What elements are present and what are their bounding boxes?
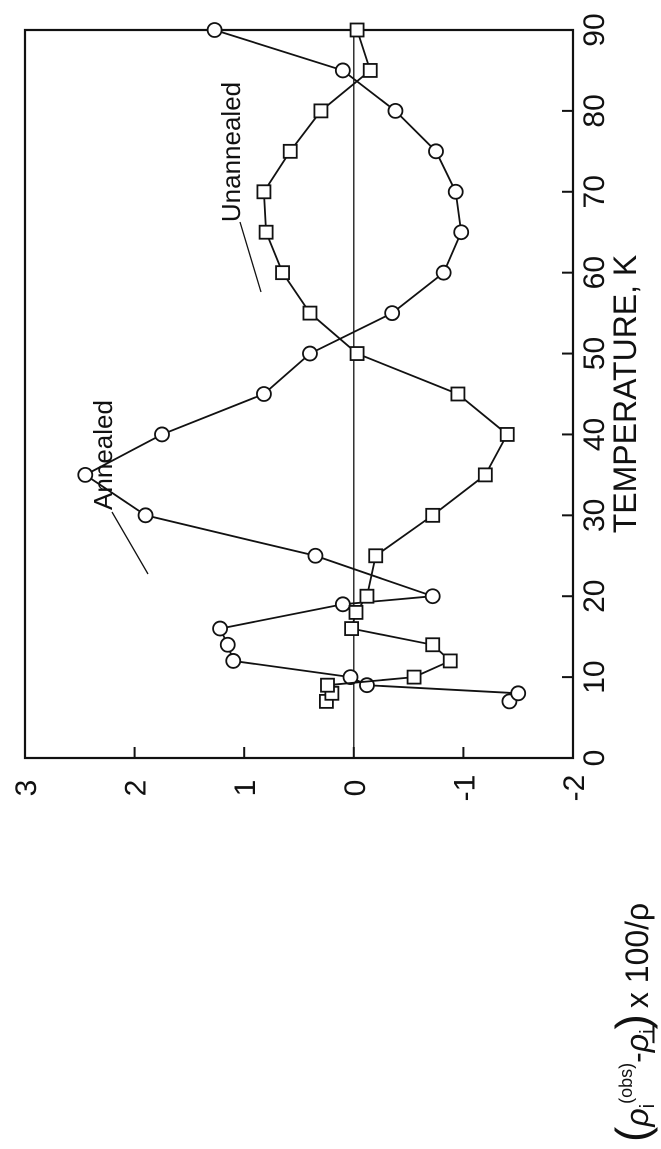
x-tick-label: 30 bbox=[578, 499, 611, 532]
data-point-annealed bbox=[510, 685, 527, 702]
x-tick-label: 0 bbox=[578, 750, 611, 767]
y-axis-title-open-paren: ( bbox=[606, 1126, 658, 1142]
annotation-layer: Annealed Unannealed bbox=[88, 82, 262, 575]
data-point-annealed bbox=[424, 588, 441, 605]
data-point-unannealed bbox=[349, 22, 365, 38]
data-point-annealed bbox=[256, 386, 272, 402]
y-tick-label: 2 bbox=[120, 780, 153, 797]
data-point-unannealed bbox=[442, 653, 458, 669]
x-tick-label: 40 bbox=[578, 418, 611, 451]
data-point-unannealed bbox=[348, 605, 364, 620]
data-point-unannealed bbox=[349, 346, 365, 361]
data-point-unannealed bbox=[450, 386, 466, 402]
data-point-unannealed bbox=[302, 305, 318, 321]
data-point-annealed bbox=[206, 22, 223, 38]
y-axis-title-minus: - bbox=[619, 1052, 655, 1063]
annotation-label-annealed: Annealed bbox=[88, 400, 118, 510]
y-axis-title-sup-obs: (obs) bbox=[616, 1063, 636, 1104]
y-axis-title-sub-i-2: i bbox=[637, 1029, 659, 1033]
plot-frame bbox=[23, 28, 575, 760]
x-tick-label: 20 bbox=[578, 580, 611, 613]
x-tick-label: 10 bbox=[578, 660, 611, 693]
data-point-unannealed bbox=[362, 63, 378, 78]
y-axis-title-close-paren: ) bbox=[606, 1014, 658, 1029]
data-point-annealed bbox=[428, 143, 444, 160]
data-point-unannealed bbox=[477, 467, 493, 483]
axis-ticks bbox=[24, 29, 574, 759]
data-point-annealed bbox=[453, 224, 470, 241]
data-point-unannealed bbox=[368, 548, 384, 564]
data-point-unannealed bbox=[275, 265, 290, 281]
data-point-unannealed bbox=[425, 507, 441, 523]
y-tick-label: -2 bbox=[558, 775, 591, 802]
data-point-annealed bbox=[154, 426, 170, 443]
data-point-annealed bbox=[334, 62, 351, 79]
annotation-leader-annealed bbox=[111, 511, 149, 575]
data-point-annealed bbox=[387, 102, 404, 119]
data-point-annealed bbox=[302, 345, 318, 362]
data-point-unannealed bbox=[258, 224, 274, 240]
data-point-unannealed bbox=[344, 621, 360, 636]
data-point-unannealed bbox=[282, 143, 298, 159]
y-tick-label: 3 bbox=[10, 780, 43, 797]
x-tick-label: 80 bbox=[578, 94, 611, 127]
data-point-unannealed bbox=[406, 669, 422, 685]
series-unannealed bbox=[256, 22, 515, 709]
data-point-unannealed bbox=[425, 637, 441, 653]
x-tick-label: 90 bbox=[578, 13, 611, 46]
data-point-annealed bbox=[225, 653, 242, 669]
y-axis-title-tail: x 100/ρ bbox=[619, 903, 655, 1008]
data-point-annealed bbox=[342, 669, 359, 686]
data-point-unannealed bbox=[256, 184, 272, 200]
y-axis-title-rho: ρ bbox=[619, 1108, 655, 1127]
y-tick-label: -1 bbox=[448, 775, 481, 802]
x-tick-label: 50 bbox=[578, 337, 611, 370]
data-point-annealed bbox=[334, 596, 351, 613]
data-point-annealed bbox=[77, 466, 94, 483]
series-layer bbox=[77, 22, 527, 710]
data-point-annealed bbox=[435, 264, 452, 281]
annotation-leader-unannealed bbox=[239, 221, 262, 293]
y-axis-title: (ρi(obs)-ρ̲i)x 100/ρ bbox=[606, 903, 659, 1142]
x-tick-label: 60 bbox=[578, 256, 611, 289]
data-point-unannealed bbox=[313, 103, 329, 119]
data-point-annealed bbox=[447, 183, 464, 200]
data-point-annealed bbox=[384, 305, 401, 322]
series-annealed bbox=[77, 22, 527, 710]
y-tick-label: 0 bbox=[339, 780, 372, 797]
series-line-annealed bbox=[83, 29, 521, 703]
y-tick-label: 1 bbox=[229, 780, 262, 797]
data-point-unannealed bbox=[499, 427, 515, 442]
data-point-unannealed bbox=[359, 588, 375, 604]
data-point-annealed bbox=[212, 620, 228, 637]
x-tick-label: 70 bbox=[578, 175, 611, 208]
data-point-annealed bbox=[307, 547, 324, 564]
annotation-label-unannealed: Unannealed bbox=[216, 82, 246, 222]
data-point-annealed bbox=[137, 507, 154, 524]
y-axis-title-sub-i: i bbox=[637, 1104, 659, 1108]
data-point-annealed bbox=[219, 636, 236, 653]
axis-tick-labels: 0 10 20 30 40 50 60 70 80 90 -2 -1 0 1 2 3 bbox=[10, 13, 611, 801]
x-axis-title: TEMPERATURE, K bbox=[607, 255, 643, 534]
data-point-unannealed bbox=[320, 677, 335, 693]
